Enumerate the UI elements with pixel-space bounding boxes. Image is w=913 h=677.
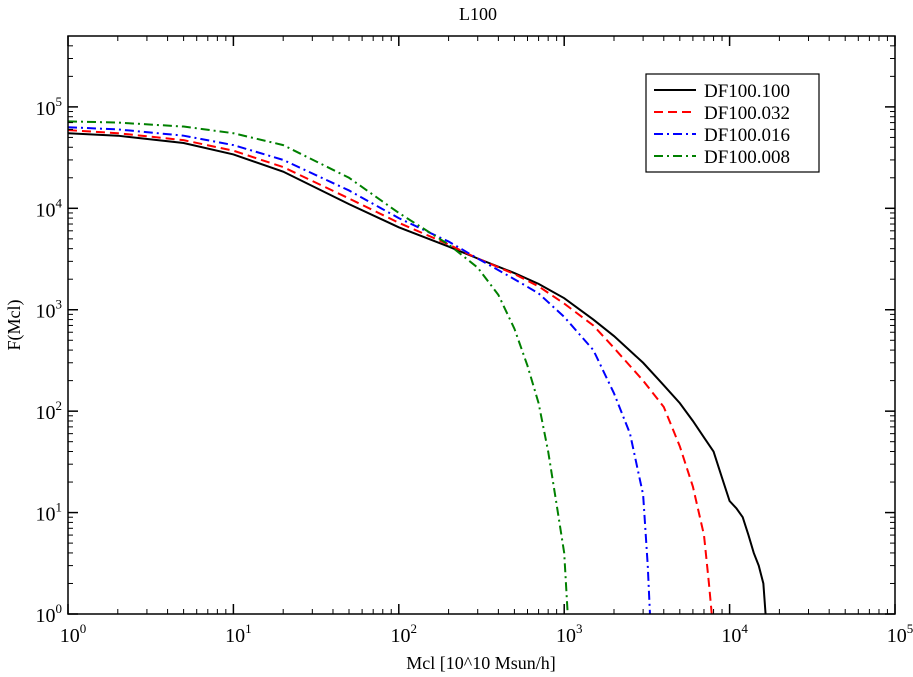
x-tick-label: 105: [887, 621, 913, 647]
y-tick-label: 105: [36, 94, 63, 120]
x-tick-label: 103: [556, 621, 583, 647]
legend-label: DF100.032: [704, 103, 790, 124]
chart-title: L100: [459, 4, 497, 24]
axis-tick-labels: 100 101 102 103 104 105 100 101 102 103 104 105: [36, 94, 913, 647]
y-tick-label: 102: [36, 398, 63, 424]
x-tick-label: 101: [225, 621, 252, 647]
legend-label: DF100.008: [704, 147, 790, 168]
x-tick-label: 100: [60, 621, 87, 647]
axis-ticks: [67, 35, 896, 615]
series-line-df100-008: [68, 120, 569, 614]
series-line-df100-016: [68, 126, 651, 614]
series-layer: [68, 120, 767, 614]
y-tick-label: 103: [36, 297, 63, 323]
x-axis-label: Mcl [10^10 Msun/h]: [406, 653, 555, 673]
y-tick-label: 101: [36, 500, 63, 526]
series-line-df100-032: [68, 129, 713, 614]
legend-label: DF100.016: [704, 125, 790, 146]
x-tick-label: 102: [391, 621, 418, 647]
y-axis-label: F(Mcl): [4, 300, 25, 351]
series-line-df100-100: [68, 132, 767, 614]
legend-label: DF100.100: [704, 81, 790, 102]
x-tick-label: 104: [721, 621, 748, 647]
y-tick-label: 104: [36, 195, 63, 221]
y-tick-label: 100: [36, 601, 63, 627]
